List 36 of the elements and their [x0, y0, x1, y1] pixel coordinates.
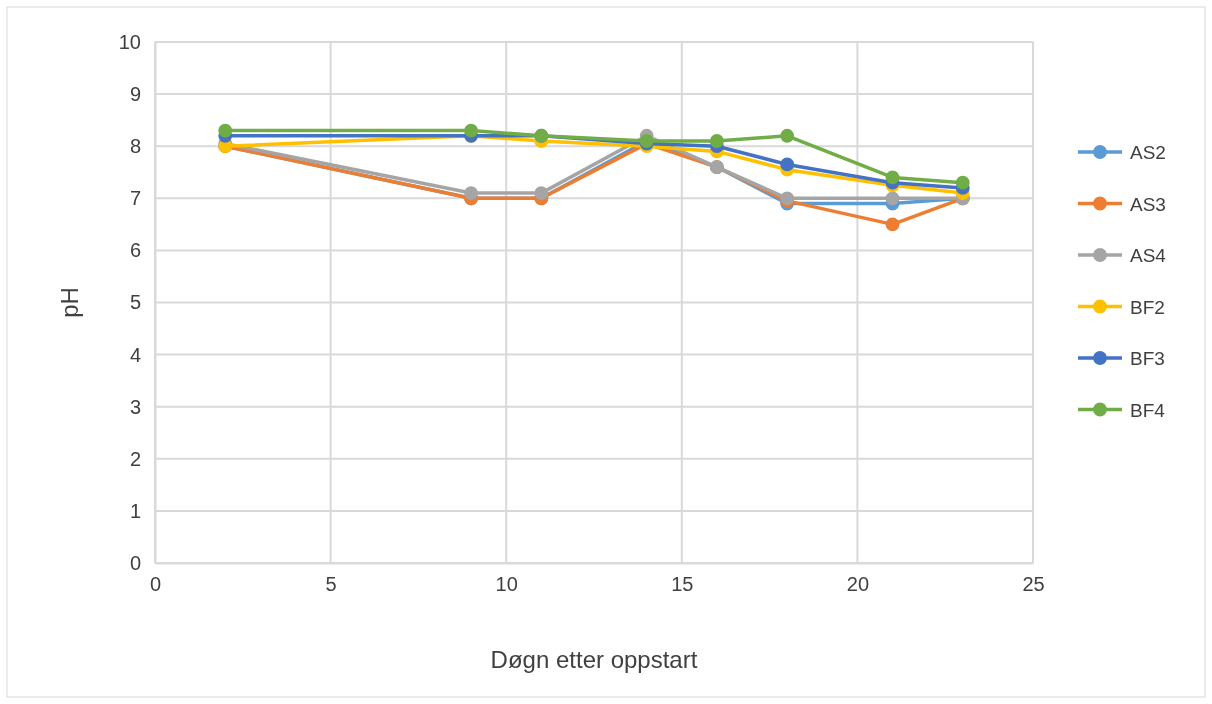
y-tick-label: 3: [129, 395, 141, 418]
point: [885, 191, 900, 206]
legend-label: BF2: [1130, 296, 1165, 318]
legend-label: AS3: [1130, 193, 1166, 215]
y-tick-label: 7: [129, 187, 141, 210]
x-tick-label: 5: [325, 573, 337, 596]
x-tick-label: 0: [149, 573, 162, 596]
y-tick-label: 2: [129, 447, 141, 470]
y-axis-title: pH: [56, 287, 83, 318]
y-tick-label: 5: [129, 291, 141, 314]
legend-label: AS4: [1130, 245, 1167, 266]
point: [534, 186, 549, 200]
point: [780, 157, 795, 172]
point: [218, 123, 233, 138]
point: [885, 217, 900, 232]
point: [464, 123, 478, 138]
y-tick-label: 1: [129, 499, 141, 522]
point: [885, 170, 900, 185]
point: [955, 175, 970, 190]
legend-label: BF3: [1130, 348, 1165, 369]
y-tick-label: 10: [118, 30, 141, 53]
legend-label: BF4: [1130, 399, 1166, 421]
point: [464, 186, 478, 200]
x-tick-label: 15: [671, 573, 694, 596]
y-tick-label: 9: [129, 83, 141, 105]
x-tick-label: 25: [1022, 573, 1045, 596]
y-tick-label: 4: [129, 343, 141, 366]
y-tick-label: 8: [129, 135, 141, 158]
y-tick-label: 6: [129, 239, 141, 262]
x-axis-title: Døgn etter oppstart: [490, 646, 698, 673]
legend-label: AS2: [1130, 142, 1166, 163]
x-tick-label: 10: [495, 573, 518, 596]
point: [780, 128, 795, 143]
point: [710, 134, 724, 148]
x-tick-label: 20: [846, 573, 870, 596]
y-tick-label: 0: [129, 551, 141, 574]
